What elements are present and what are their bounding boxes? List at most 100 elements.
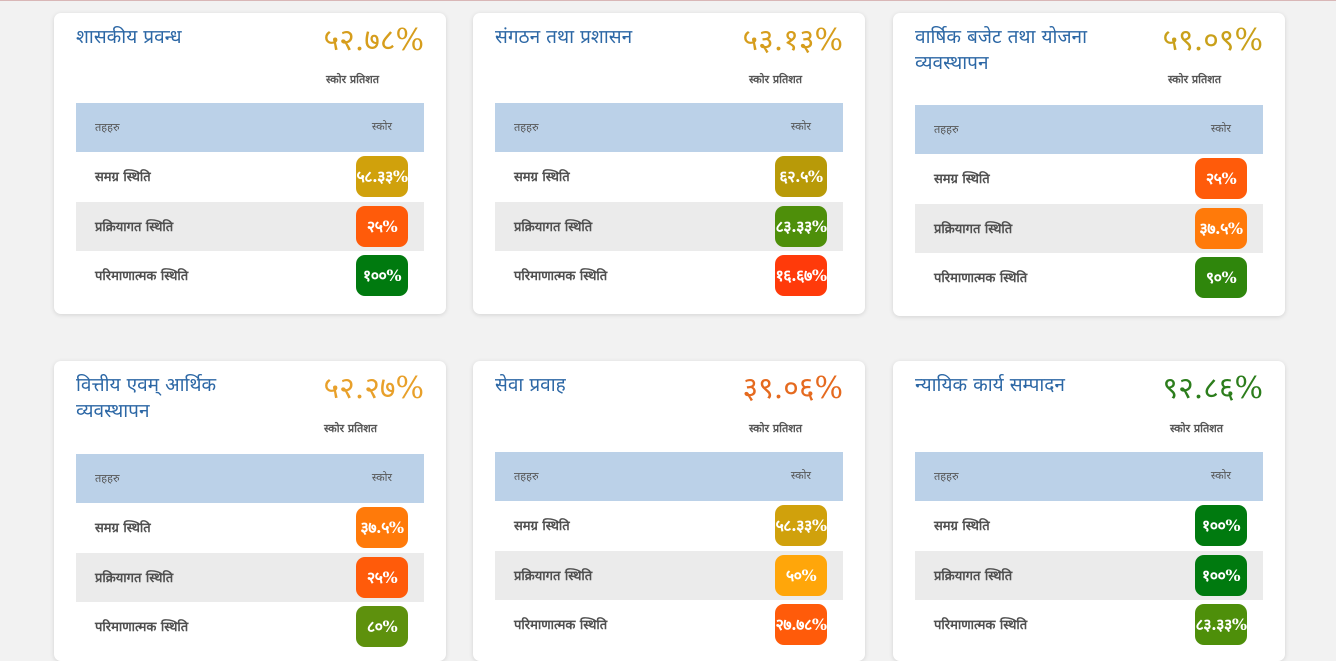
score-badge: ६२.५% [775,156,827,197]
score-header: स्कोर [371,120,392,133]
score-caption: स्कोर प्रतिशत [324,422,378,435]
score-header: स्कोर [1210,122,1231,135]
card-governance: शासकीय प्रवन्ध ५२.७८% स्कोर प्रतिशत तहहर… [54,13,446,314]
score-table: तहहरु स्कोर समग्र स्थिति १००% प्रक्रियाग… [915,452,1263,650]
table-header: तहहरु स्कोर [76,454,424,503]
card-title: शासकीय प्रवन्ध [76,26,182,48]
score-badge: १००% [356,255,408,296]
card-title: न्यायिक कार्य सम्पादन [915,374,1065,396]
score-badge: १००% [1195,505,1247,546]
row-label: परिमाणात्मक स्थिति [95,620,189,635]
table-header: तहहरु स्कोर [915,105,1263,154]
card-score: ५२.२७% [323,371,424,406]
score-table: तहहरु स्कोर समग्र स्थिति २५% प्रक्रियागत… [915,105,1263,303]
score-badge: ३७.५% [356,507,408,548]
levels-header: तहहरु [934,123,959,136]
table-row: परिमाणात्मक स्थिति ९०% [915,253,1263,303]
card-score: ९२.८६% [1162,371,1263,406]
table-row: परिमाणात्मक स्थिति १६.६७% [495,251,843,301]
score-header: स्कोर [371,471,392,484]
score-badge: ५८.३३% [356,156,408,197]
row-label: प्रक्रियागत स्थिति [95,219,174,235]
card-financial-management: वित्तीय एवम् आर्थिक व्यवस्थापन ५२.२७% स्… [54,361,446,661]
card-title: वित्तीय एवम् आर्थिक व्यवस्थापन [76,374,217,422]
score-header: स्कोर [1210,469,1231,482]
score-caption: स्कोर प्रतिशत [1170,422,1224,435]
row-label: परिमाणात्मक स्थिति [934,271,1028,286]
row-label: परिमाणात्मक स्थिति [514,618,608,633]
row-label: परिमाणात्मक स्थिति [95,269,189,284]
table-row: समग्र स्थिति ५८.३३% [495,501,843,551]
row-label: परिमाणात्मक स्थिति [514,269,608,284]
score-badge: २७.७८% [775,604,827,645]
card-annual-budget-planning: वार्षिक बजेट तथा योजना व्यवस्थापन ५९.०९%… [893,13,1285,316]
card-score: ५९.०९% [1162,23,1263,58]
table-row: समग्र स्थिति ५८.३३% [76,152,424,202]
table-row: प्रक्रियागत स्थिति २५% [76,552,424,602]
score-badge: ८०% [356,606,408,647]
table-header: तहहरु स्कोर [915,452,1263,501]
table-row: प्रक्रियागत स्थिति ८३.३३% [495,201,843,251]
card-title: सेवा प्रवाह [495,374,566,396]
score-caption: स्कोर प्रतिशत [1168,73,1222,86]
score-badge: २५% [356,205,408,247]
table-row: परिमाणात्मक स्थिति ८३.३३% [915,600,1263,650]
score-badge: ३७.५% [1195,207,1247,249]
card-title: संगठन तथा प्रशासन [495,26,633,48]
levels-header: तहहरु [514,121,539,134]
row-label: प्रक्रियागत स्थिति [514,568,593,584]
card-score: ५३.१३% [742,23,843,58]
score-badge: १६.६७% [775,255,827,296]
levels-header: तहहरु [95,472,120,485]
score-caption: स्कोर प्रतिशत [749,73,803,86]
top-divider [0,0,1336,1]
levels-header: तहहरु [514,470,539,483]
table-row: समग्र स्थिति ६२.५% [495,152,843,202]
score-badge: २५% [1195,158,1247,199]
score-badge: २५% [356,556,408,598]
table-row: प्रक्रियागत स्थिति १००% [915,550,1263,600]
levels-header: तहहरु [934,470,959,483]
score-badge: १००% [1195,554,1247,596]
row-label: समग्र स्थिति [934,519,990,534]
score-badge: ९०% [1195,257,1247,298]
table-row: समग्र स्थिति १००% [915,501,1263,551]
card-title: वार्षिक बजेट तथा योजना व्यवस्थापन [915,26,1088,74]
score-badge: ८३.३३% [775,205,827,247]
table-header: तहहरु स्कोर [495,103,843,152]
score-badge: ५०% [775,554,827,596]
card-judicial-performance: न्यायिक कार्य सम्पादन ९२.८६% स्कोर प्रति… [893,361,1285,661]
table-row: प्रक्रियागत स्थिति ५०% [495,550,843,600]
score-table: तहहरु स्कोर समग्र स्थिति ५८.३३% प्रक्रिय… [76,103,424,301]
table-row: प्रक्रियागत स्थिति २५% [76,201,424,251]
table-row: परिमाणात्मक स्थिति ८०% [76,602,424,652]
row-label: समग्र स्थिति [95,170,151,185]
table-row: समग्र स्थिति ३७.५% [76,503,424,553]
score-header: स्कोर [790,469,811,482]
table-row: समग्र स्थिति २५% [915,154,1263,204]
card-score: ५२.७८% [323,23,424,58]
score-table: तहहरु स्कोर समग्र स्थिति ३७.५% प्रक्रिया… [76,454,424,652]
row-label: प्रक्रियागत स्थिति [934,568,1013,584]
score-caption: स्कोर प्रतिशत [749,422,803,435]
score-caption: स्कोर प्रतिशत [326,73,380,86]
score-table: तहहरु स्कोर समग्र स्थिति ६२.५% प्रक्रिया… [495,103,843,301]
row-label: समग्र स्थिति [514,519,570,534]
row-label: परिमाणात्मक स्थिति [934,618,1028,633]
score-badge: ५८.३३% [775,505,827,546]
row-label: समग्र स्थिति [934,172,990,187]
score-table: तहहरु स्कोर समग्र स्थिति ५८.३३% प्रक्रिय… [495,452,843,650]
table-row: परिमाणात्मक स्थिति १००% [76,251,424,301]
table-header: तहहरु स्कोर [76,103,424,152]
table-row: परिमाणात्मक स्थिति २७.७८% [495,600,843,650]
row-label: समग्र स्थिति [95,521,151,536]
row-label: प्रक्रियागत स्थिति [934,221,1013,237]
card-organization-administration: संगठन तथा प्रशासन ५३.१३% स्कोर प्रतिशत त… [473,13,865,314]
card-score: ३९.०६% [742,371,843,406]
row-label: समग्र स्थिति [514,170,570,185]
score-header: स्कोर [790,120,811,133]
row-label: प्रक्रियागत स्थिति [95,570,174,586]
score-badge: ८३.३३% [1195,604,1247,645]
table-header: तहहरु स्कोर [495,452,843,501]
table-row: प्रक्रियागत स्थिति ३७.५% [915,203,1263,253]
